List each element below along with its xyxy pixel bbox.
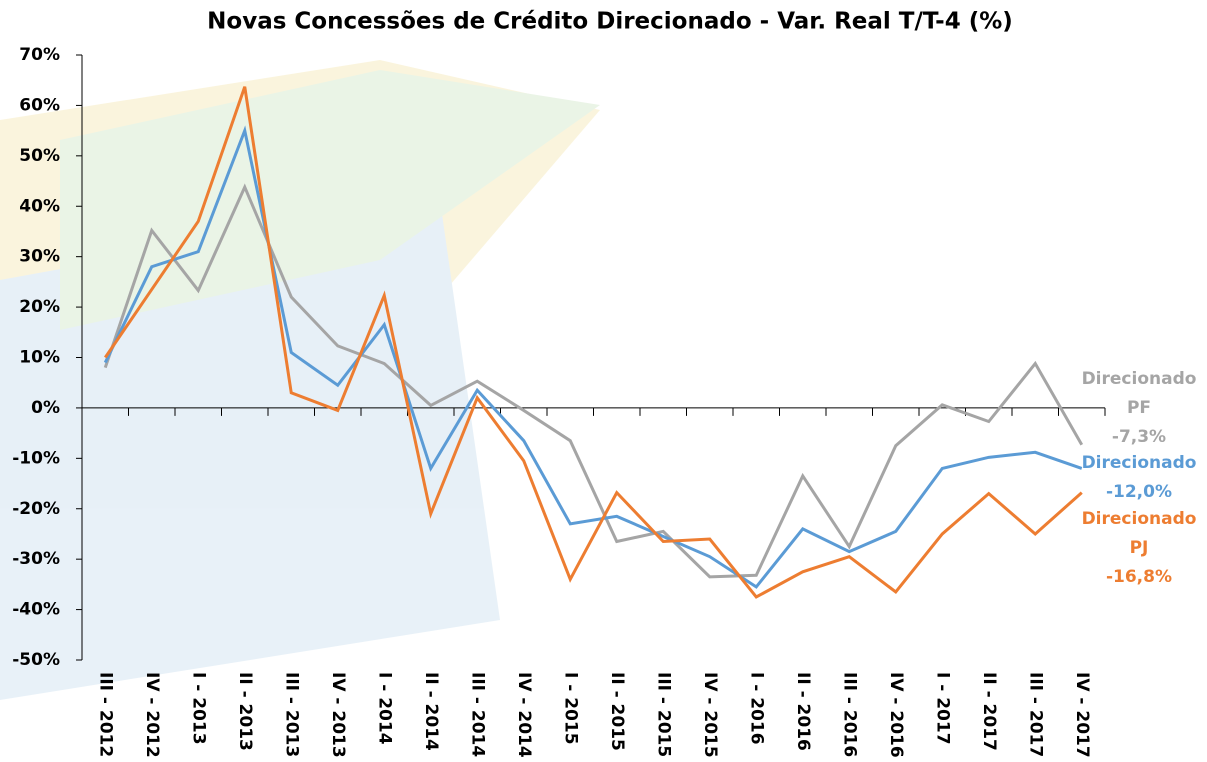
- end-label: Direcionado PF -7,3%: [1074, 365, 1204, 452]
- y-tick-label: -30%: [12, 549, 60, 569]
- x-tick-label: II - 2017: [979, 672, 999, 751]
- y-tick-label: -50%: [12, 650, 60, 670]
- y-tick-label: 20%: [19, 297, 60, 317]
- x-tick-label: I - 2015: [560, 672, 580, 745]
- x-tick-label: IV - 2015: [700, 672, 720, 758]
- y-tick-label: 30%: [19, 247, 60, 267]
- y-tick-label: -10%: [12, 448, 60, 468]
- x-tick-label: IV - 2013: [328, 672, 348, 758]
- chart-title: Novas Concessões de Crédito Direcionado …: [207, 9, 1013, 35]
- y-tick-label: 50%: [19, 146, 60, 166]
- y-tick-label: 10%: [19, 348, 60, 368]
- end-label: Direcionado PJ -16,8%: [1074, 505, 1204, 592]
- x-tick-label: I - 2014: [374, 672, 394, 745]
- x-tick-label: IV - 2014: [514, 672, 534, 758]
- x-tick-label: III - 2015: [653, 672, 673, 757]
- x-tick-label: I - 2013: [188, 672, 208, 745]
- x-tick-label: IV - 2012: [142, 672, 162, 758]
- series-name: Direcionado PJ: [1081, 509, 1197, 558]
- series-line: [104, 86, 1083, 599]
- x-tick-label: IV - 2017: [1072, 672, 1092, 758]
- y-tick-label: 70%: [19, 45, 60, 65]
- y-tick-label: 40%: [19, 196, 60, 216]
- x-tick-label: II - 2015: [607, 672, 627, 751]
- background-decoration: [0, 60, 600, 700]
- x-tick-label: IV - 2016: [886, 672, 906, 758]
- end-value: -16,8%: [1105, 567, 1173, 587]
- x-tick-label: I - 2016: [746, 672, 766, 745]
- y-tick-label: 0%: [31, 398, 60, 418]
- end-label: Direcionado -12,0%: [1074, 449, 1204, 507]
- end-value: -7,3%: [1111, 427, 1167, 447]
- series-name: Direcionado PF: [1081, 369, 1197, 418]
- x-tick-label: II - 2016: [793, 672, 813, 751]
- series-name: Direcionado: [1081, 453, 1197, 473]
- x-tick-label: I - 2017: [932, 672, 952, 745]
- x-tick-label: II - 2014: [421, 672, 441, 751]
- y-tick-label: 60%: [19, 95, 60, 115]
- x-tick-label: III - 2012: [95, 672, 115, 757]
- y-tick-label: -20%: [12, 499, 60, 519]
- end-value: -12,0%: [1105, 482, 1173, 502]
- x-tick-label: III - 2014: [467, 672, 487, 757]
- y-tick-label: -40%: [12, 600, 60, 620]
- x-tick-label: III - 2016: [839, 672, 859, 757]
- x-tick-label: III - 2013: [281, 672, 301, 757]
- x-tick-label: III - 2017: [1025, 672, 1045, 757]
- x-tick-label: II - 2013: [235, 672, 255, 751]
